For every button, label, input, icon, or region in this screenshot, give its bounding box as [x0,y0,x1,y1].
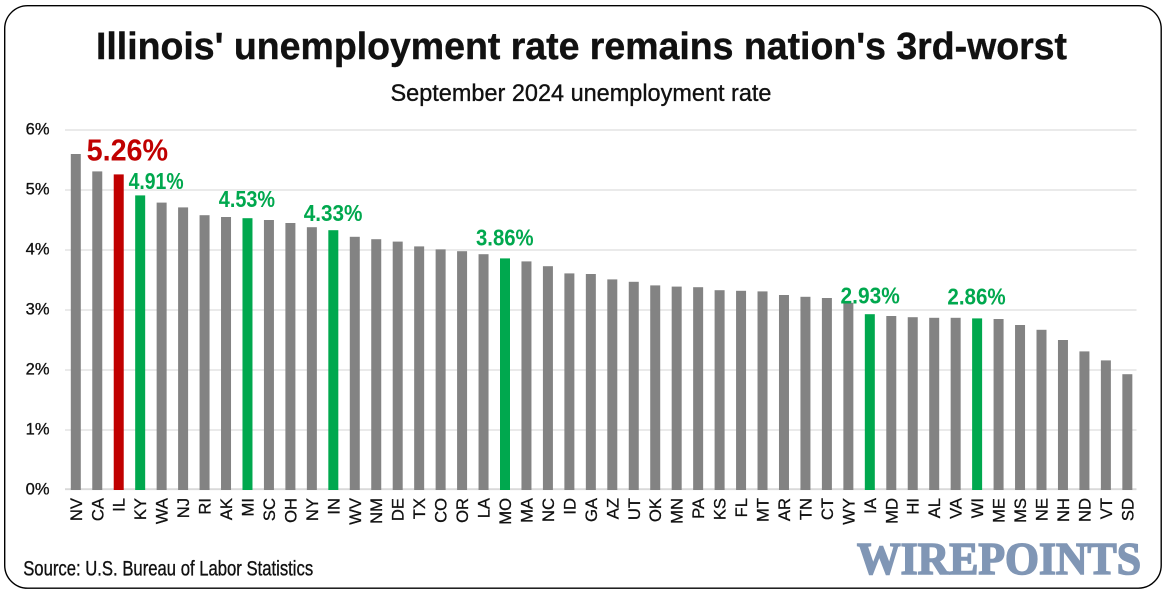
svg-text:4.53%: 4.53% [219,186,275,212]
svg-text:ME: ME [990,498,1009,523]
svg-text:NM: NM [367,498,386,524]
svg-text:CO: CO [432,498,451,523]
svg-text:DE: DE [389,498,408,521]
svg-text:MT: MT [754,498,773,522]
svg-text:IA: IA [861,497,880,514]
svg-text:Illinois' unemployment rate re: Illinois' unemployment rate remains nati… [96,26,1067,68]
svg-text:MO: MO [496,498,515,525]
svg-text:MS: MS [1011,498,1030,523]
svg-text:6%: 6% [26,121,50,139]
svg-text:Source: U.S. Bureau of Labor S: Source: U.S. Bureau of Labor Statistics [23,558,313,581]
svg-text:NJ: NJ [174,498,193,518]
svg-text:5%: 5% [26,181,50,199]
svg-text:3%: 3% [26,301,50,319]
svg-text:VT: VT [1097,498,1116,519]
svg-text:AK: AK [217,498,236,520]
svg-text:CT: CT [818,498,837,520]
svg-text:GA: GA [582,497,601,522]
svg-text:5.26%: 5.26% [87,133,169,167]
svg-text:2.86%: 2.86% [947,284,1005,310]
svg-text:4%: 4% [26,241,50,259]
svg-text:NE: NE [1033,498,1052,521]
svg-text:TX: TX [410,498,429,519]
svg-text:NH: NH [1054,498,1073,522]
svg-text:UT: UT [625,498,644,520]
svg-text:KS: KS [711,498,730,520]
svg-text:WA: WA [153,497,172,524]
svg-text:4.33%: 4.33% [304,200,363,226]
svg-text:VA: VA [947,497,966,519]
svg-text:HI: HI [904,498,923,515]
svg-text:1%: 1% [26,421,50,439]
svg-text:0%: 0% [26,481,50,499]
svg-text:OK: OK [646,498,665,522]
svg-text:IL: IL [110,498,129,512]
svg-text:AZ: AZ [603,498,622,519]
svg-text:SD: SD [1118,498,1137,521]
svg-text:TN: TN [796,498,815,520]
svg-text:SC: SC [260,498,279,521]
svg-text:PA: PA [689,497,708,519]
svg-text:OR: OR [453,498,472,523]
svg-text:3.86%: 3.86% [476,225,534,251]
svg-text:2%: 2% [26,361,50,379]
svg-text:NC: NC [539,498,558,522]
svg-text:CA: CA [88,497,107,521]
svg-text:KY: KY [131,498,150,520]
svg-text:WI: WI [968,498,987,518]
svg-text:RI: RI [196,498,215,515]
svg-text:MD: MD [882,498,901,524]
svg-text:2.93%: 2.93% [841,283,900,309]
svg-text:WY: WY [839,498,858,525]
svg-text:ND: ND [1075,498,1094,522]
svg-text:MA: MA [517,497,536,523]
svg-text:WIREPOINTS: WIREPOINTS [857,533,1141,584]
svg-text:MN: MN [668,498,687,524]
svg-text:LA: LA [475,497,494,518]
svg-text:AR: AR [775,498,794,521]
svg-text:MI: MI [238,498,257,516]
svg-text:OH: OH [281,498,300,523]
svg-text:NV: NV [67,498,86,521]
svg-text:FL: FL [732,498,751,517]
svg-text:4.91%: 4.91% [129,168,184,194]
svg-text:September 2024 unemployment ra: September 2024 unemployment rate [391,80,772,107]
svg-text:ID: ID [560,498,579,515]
svg-text:IN: IN [324,498,343,515]
svg-text:WV: WV [346,498,365,525]
svg-text:AL: AL [925,498,944,518]
svg-text:NY: NY [303,498,322,521]
